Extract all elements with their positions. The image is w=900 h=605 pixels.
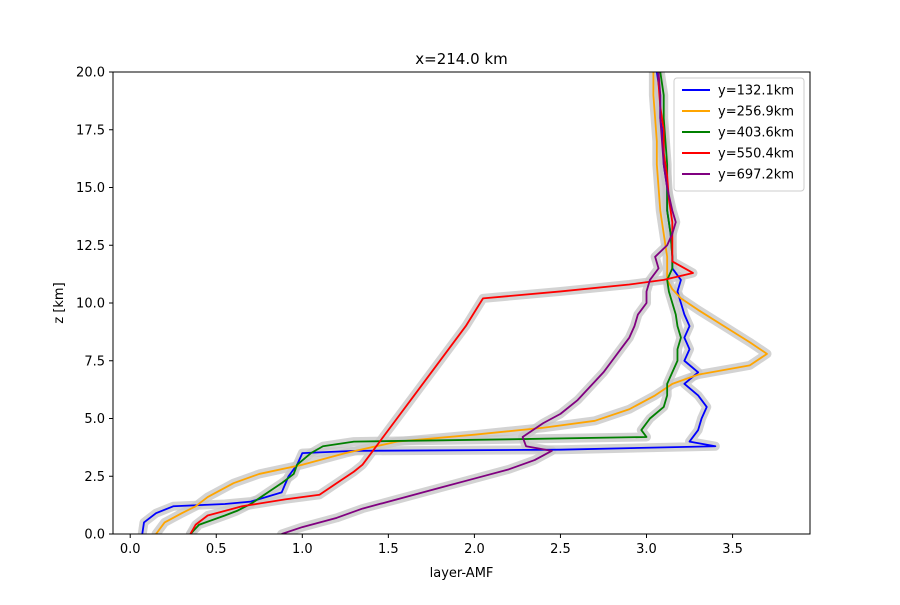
y-tick-label: 2.5	[84, 470, 105, 485]
x-tick-label: 2.0	[464, 542, 485, 557]
y-tick-label: 17.5	[76, 123, 105, 138]
series-line-2	[155, 72, 768, 534]
legend-label-1: y=132.1km	[718, 84, 794, 99]
series-line-3	[189, 72, 682, 534]
series-line-5	[281, 72, 677, 534]
x-tick-label: 1.0	[292, 542, 313, 557]
chart-title: x=214.0 km	[415, 50, 507, 68]
y-tick-label: 20.0	[76, 66, 105, 81]
legend: y=132.1km y=256.9km y=403.6km y=550.4km y=69…	[673, 77, 805, 192]
y-tick-label: 7.5	[84, 354, 105, 369]
y-tick-label: 15.0	[76, 181, 105, 196]
x-tick-label: 0.5	[206, 542, 227, 557]
x-axis-label: layer-AMF	[430, 566, 494, 581]
y-axis: 0.0 2.5 5.0 7.5 10.0 12.5 15.0 17.5 20.0	[76, 66, 113, 543]
x-tick-label: 3.5	[722, 542, 743, 557]
x-axis: 0.0 0.5 1.0 1.5 2.0 2.5 3.0 3.5	[120, 534, 743, 557]
series-line-4	[189, 72, 694, 534]
legend-label-5: y=697.2km	[718, 168, 794, 183]
y-tick-label: 0.0	[84, 528, 105, 543]
y-axis-label: z [km]	[52, 282, 67, 323]
legend-box	[673, 77, 805, 192]
x-tick-label: 3.0	[636, 542, 657, 557]
plot-area	[137, 72, 772, 534]
legend-label-2: y=256.9km	[718, 105, 794, 120]
legend-label-4: y=550.4km	[718, 147, 794, 162]
x-tick-label: 2.5	[550, 542, 571, 557]
x-tick-label: 0.0	[120, 542, 141, 557]
y-tick-label: 5.0	[84, 412, 105, 427]
legend-label-3: y=403.6km	[718, 126, 794, 141]
x-tick-label: 1.5	[378, 542, 399, 557]
y-tick-label: 10.0	[76, 297, 105, 312]
y-tick-label: 12.5	[76, 239, 105, 254]
